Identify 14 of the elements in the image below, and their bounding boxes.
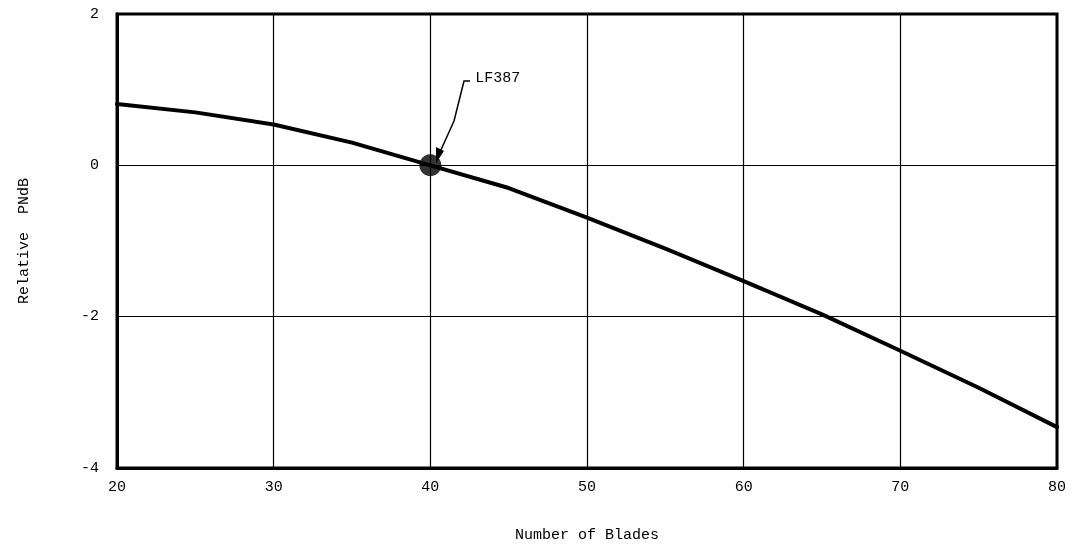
y-tick-label: -4: [80, 459, 99, 477]
x-axis-title: Number of Blades: [514, 527, 660, 544]
x-tick-label: 70: [891, 479, 910, 496]
x-tick-label: 50: [577, 479, 597, 496]
y-axis-title: Relative PNdB: [16, 177, 33, 305]
y-tick-label: -2: [80, 308, 99, 326]
y-tick-label: 0: [89, 156, 99, 174]
x-tick-label: 20: [107, 479, 127, 496]
x-tick-label: 60: [734, 479, 753, 496]
x-tick-label: 30: [264, 479, 283, 496]
x-tick-label: 40: [421, 479, 440, 496]
annotation: LF387: [475, 70, 521, 88]
y-tick-label: 2: [89, 5, 99, 23]
x-tick-label: 80: [1047, 479, 1067, 496]
